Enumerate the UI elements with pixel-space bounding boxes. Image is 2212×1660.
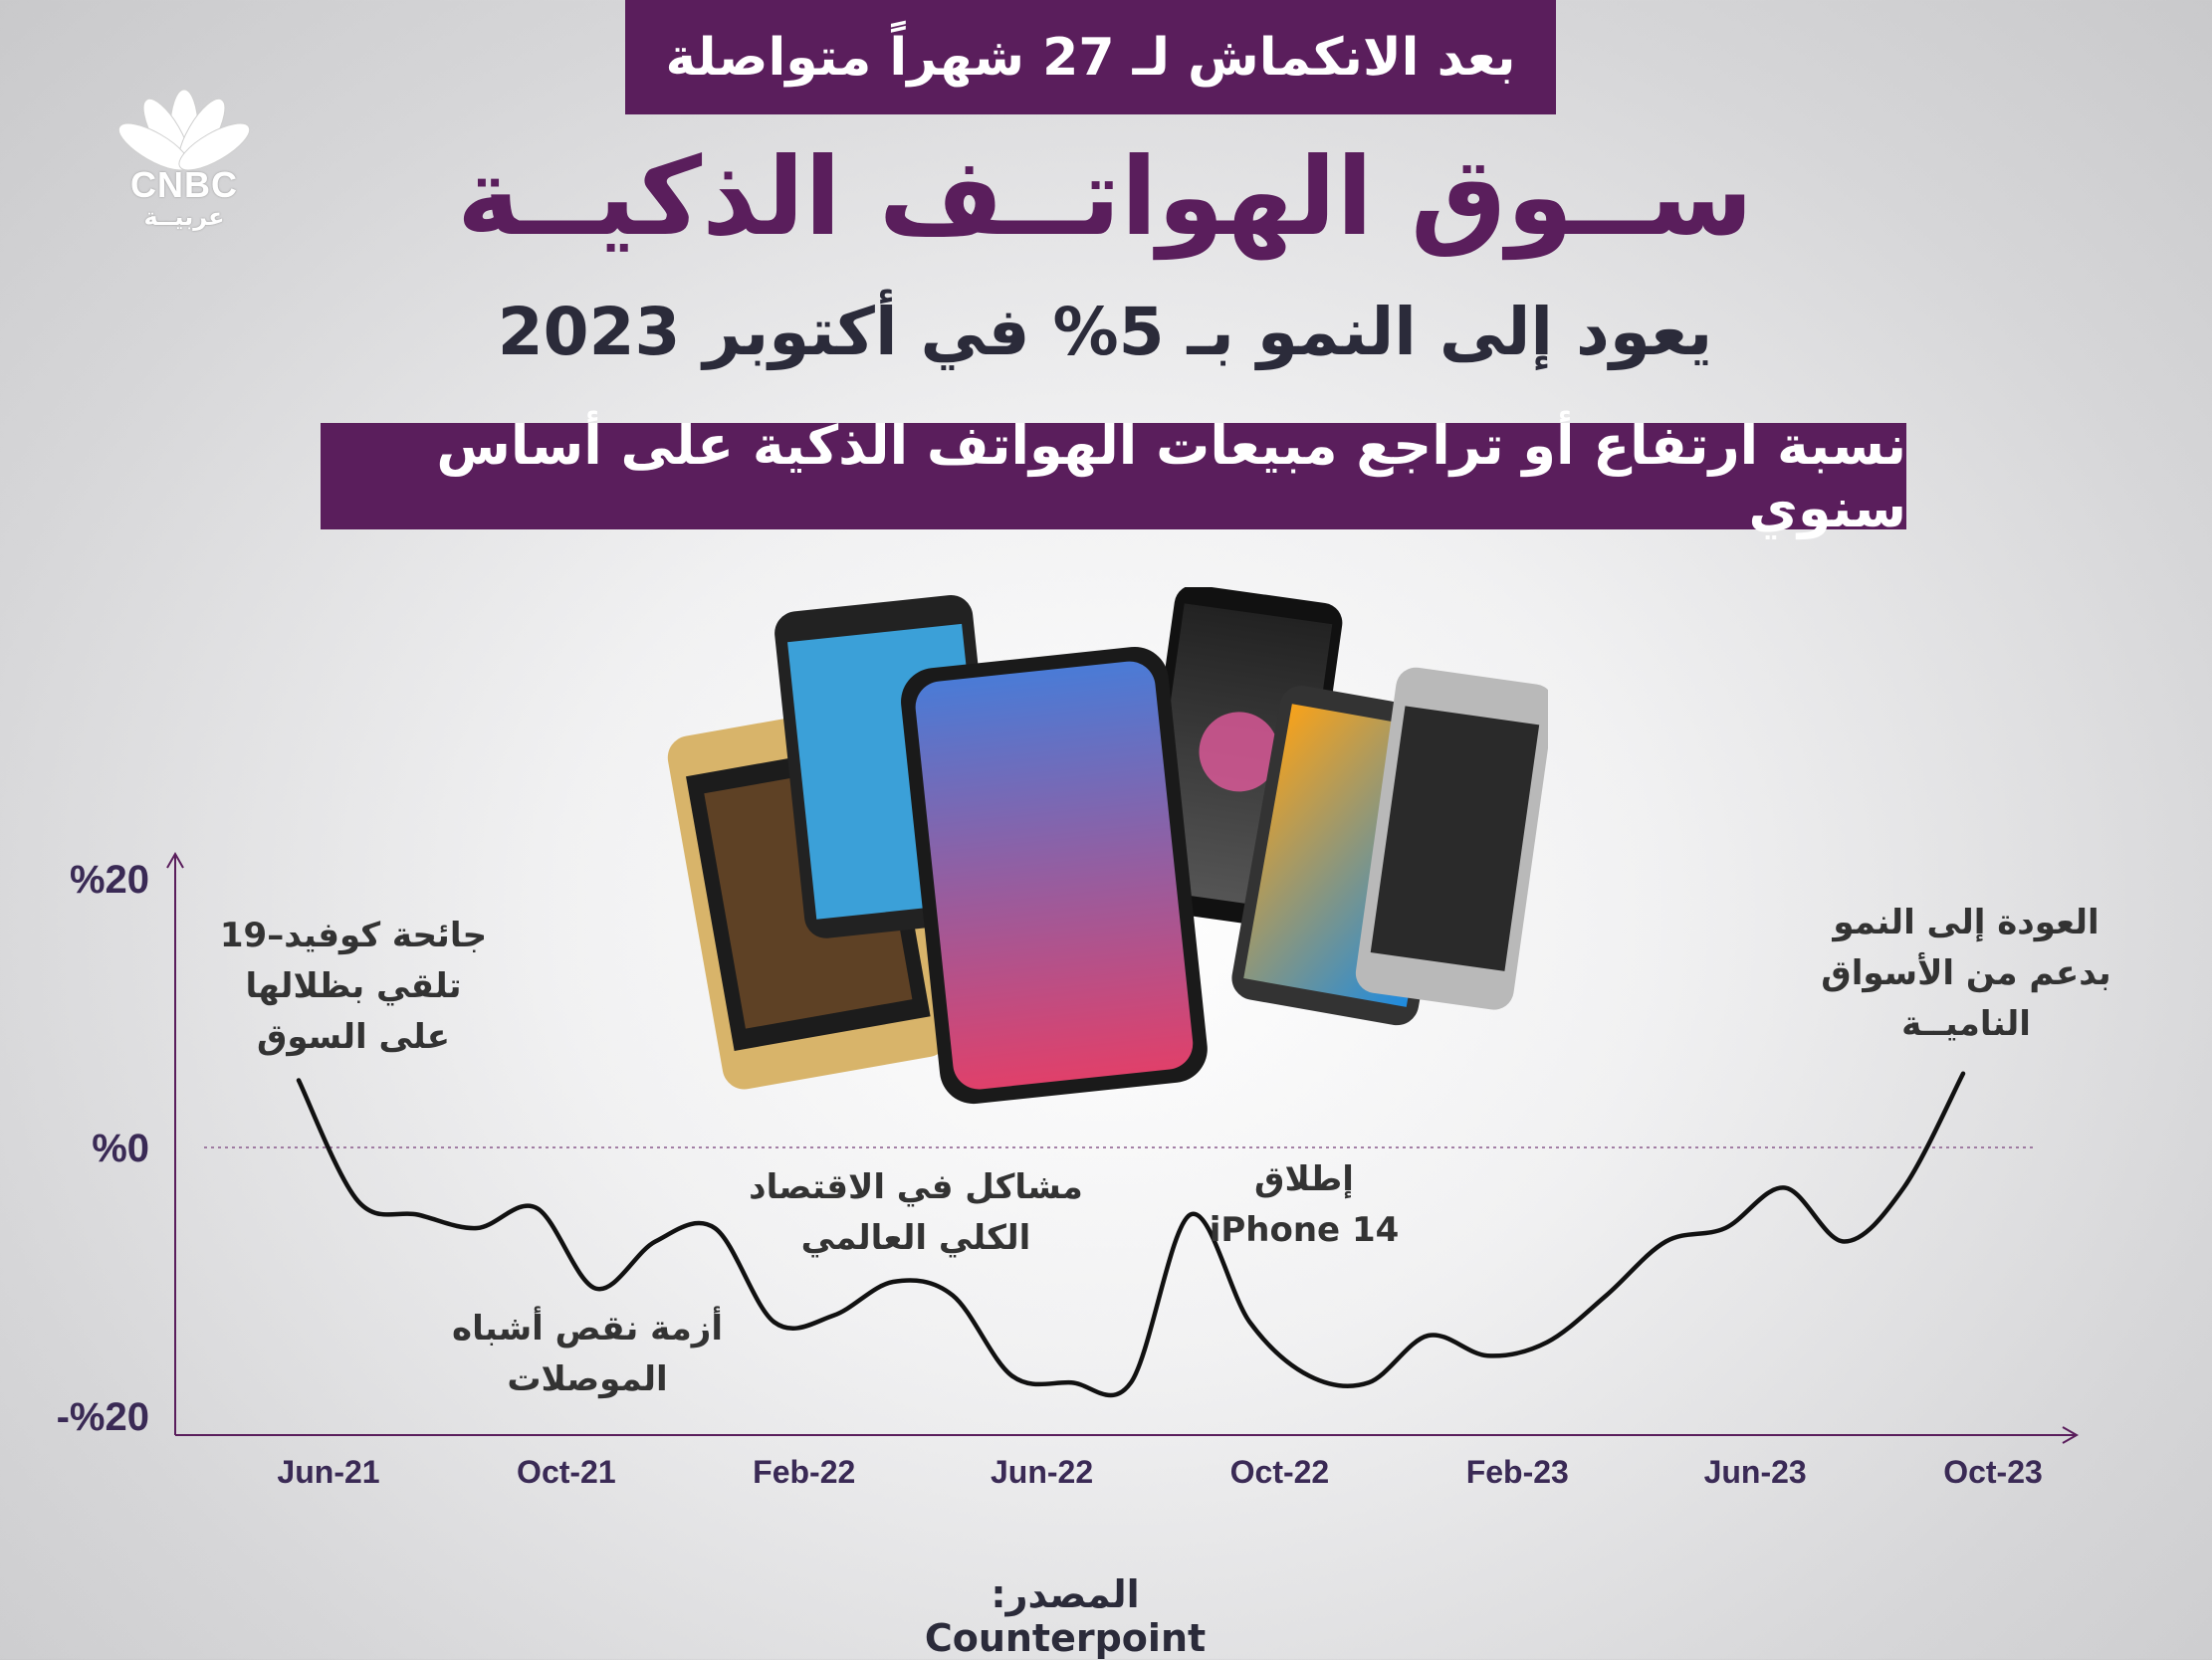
source-label: المصدر: [991, 1572, 1140, 1616]
series-line [296, 1071, 1966, 1398]
y-tick-label: %0 [92, 1127, 149, 1170]
x-axis-arrow [2062, 1426, 2080, 1444]
y-tick-label: -%20 [57, 1395, 149, 1439]
x-tick-label: Oct-23 [1943, 1454, 2043, 1490]
annotation-iphone-14: إطلاق iPhone 14 [1209, 1159, 1400, 1250]
x-tick-label: Feb-22 [753, 1454, 855, 1490]
x-tick-label: Jun-21 [277, 1454, 379, 1490]
cnbc-logo-arabic: عربيــة [143, 203, 225, 231]
y-tick-label: %20 [70, 858, 149, 902]
chart-title-banner: نسبة ارتفاع أو تراجع مبيعات الهواتف الذك… [321, 414, 1906, 539]
cnbc-logo-text: CNBC [130, 164, 238, 205]
x-tick-label: Jun-22 [991, 1454, 1093, 1490]
annotation-covid: جائحة كوفيد–19 تلقي بظلالها على السوق [219, 916, 488, 1057]
annotation-return-to-growth: العودة إلى النمو بدعم من الأسواق الناميـ… [1821, 903, 2111, 1044]
cnbc-peacock-logo [117, 89, 251, 171]
source-note: المصدر: Counterpoint [846, 1572, 1284, 1660]
x-tick-label: Oct-21 [517, 1454, 616, 1490]
annotation-chip-shortage: أزمة نقص أشباه الموصلات [452, 1309, 723, 1399]
source-value: Counterpoint [924, 1616, 1207, 1660]
annotation-macro-economy: مشاكل في الاقتصاد الكلي العالمي [749, 1167, 1083, 1258]
top-banner: بعد الانكماش لـ 27 شهراً متواصلة [625, 0, 1556, 114]
x-tick-label: Feb-23 [1466, 1454, 1569, 1490]
smartphones-illustration [667, 587, 1548, 1105]
subtitle: يعود إلى النمو بـ 5% في أكتوبر 2023 [497, 294, 1713, 370]
y-axis-arrow [166, 851, 184, 869]
x-tick-label: Jun-23 [1704, 1454, 1807, 1490]
main-title: ســوق الهواتــف الذكيــة [456, 135, 1754, 260]
x-tick-label: Oct-22 [1230, 1454, 1330, 1490]
